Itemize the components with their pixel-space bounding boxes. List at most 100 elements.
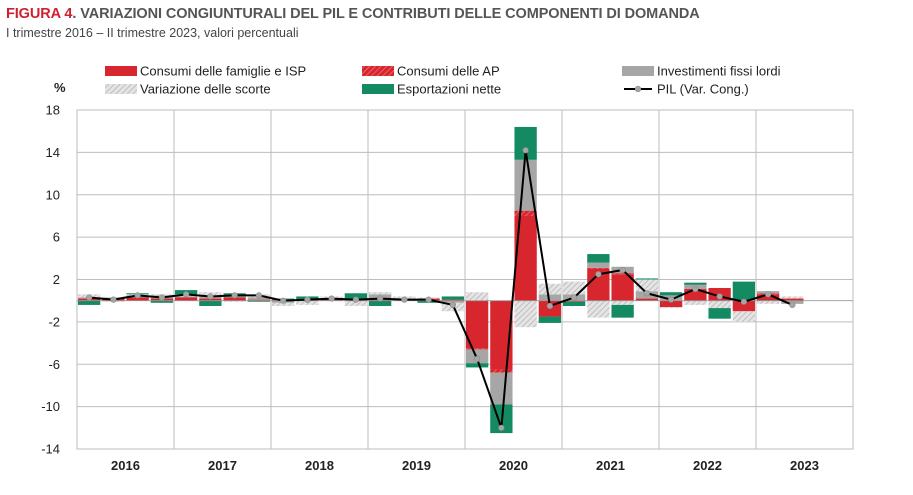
pil-point [716,293,723,300]
pil-point [765,291,772,298]
bar-consumi_famiglie [781,298,804,301]
pil-point [571,294,578,301]
pil-point [304,296,311,303]
bar-consumi_ap [490,369,513,373]
legend-label: PIL (Var. Cong.) [657,82,749,97]
bar-esportazioni [659,292,683,296]
pil-point [789,301,796,309]
bar-consumi_famiglie [247,299,271,301]
bar-esportazioni [562,301,586,306]
bar-scorte [587,300,610,318]
bar-esportazioni [587,254,610,263]
pil-point [158,294,165,301]
axes: 18 14 10 6 2 -2 -6 -10 -14% 2016 2017 2018 2019 2020 2… [41,80,819,473]
legend-label: Consumi delle AP [397,64,500,79]
bar-scorte [732,311,756,322]
bar-esportazioni [514,126,537,160]
chart-title: FIGURA 4. VARIAZIONI CONGIUNTURALI DEL P… [6,6,700,22]
bar-esportazioni [732,281,756,301]
bar-scorte [514,300,537,328]
legend-swatch-investimenti [622,66,654,76]
bar-consumi_famiglie [514,215,537,301]
bar-consumi_famiglie [490,300,513,370]
legend-label: Investimenti fissi lordi [657,64,781,79]
pil-point [86,294,93,301]
pil-point [231,292,238,299]
bar-consumi_famiglie [562,300,586,302]
bar-consumi_famiglie [174,297,198,301]
legend-swatch-scorte [105,84,137,94]
pil-point [183,291,190,298]
pil-point [643,290,650,297]
bar-consumi_famiglie [659,300,683,308]
bar-scorte [659,307,683,309]
pil-point [401,296,408,303]
bar-esportazioni [538,316,562,323]
y-tick-label: 10 [46,187,60,202]
pil-point [546,302,553,310]
pil-point [668,296,675,303]
bar-esportazioni [441,296,465,300]
bar-scorte [368,292,392,295]
legend-label: Variazione delle scorte [140,82,271,97]
bar-scorte [223,300,246,302]
bar-esportazioni [684,282,707,285]
title-text: . VARIAZIONI CONGIUNTURALI DEL PIL E CON… [72,6,700,22]
bar-esportazioni [708,308,731,319]
y-tick-label: 18 [46,103,60,118]
x-year-label: 2022 [693,458,722,473]
bar-consumi_famiglie [756,294,780,301]
bar-esportazioni [368,300,392,306]
pil-point [449,301,456,309]
pil-point [134,292,141,299]
y-tick-label: 14 [46,145,60,160]
bar-scorte [344,300,368,306]
x-year-label: 2019 [402,458,431,473]
bar-investimenti [441,300,465,303]
chart-subtitle: I trimestre 2016 – II trimestre 2023, va… [6,26,299,40]
y-tick-label: -6 [48,357,60,372]
bar-esportazioni [465,363,489,368]
legend-swatch-consumi_ap [362,66,394,76]
bar-scorte [756,300,780,304]
y-tick-label: 2 [53,272,60,287]
x-year-label: 2018 [305,458,334,473]
legend-swatch-consumi_famiglie [105,66,137,76]
bar-scorte [781,296,804,299]
x-year-label: 2016 [111,458,140,473]
x-year-label: 2021 [596,458,625,473]
y-tick-label: -10 [41,399,60,414]
x-year-label: 2020 [499,458,528,473]
x-year-label: 2023 [790,458,819,473]
bar-esportazioni [77,300,101,305]
legend-marker-pil [634,85,642,93]
pil-point [692,285,699,293]
x-year-label: 2017 [208,458,237,473]
bar-investimenti [247,297,271,300]
pil-point [328,295,335,302]
pil-point [110,296,117,303]
bar-consumi_famiglie [126,297,149,301]
bar-consumi_famiglie [199,298,222,301]
bar-consumi_famiglie [223,297,246,301]
bar-scorte [271,302,295,306]
bar-esportazioni [247,300,271,302]
legend-label: Esportazioni nette [397,82,501,97]
bar-scorte [635,279,659,292]
bar-scorte [538,283,562,295]
bar-consumi_ap [587,267,610,269]
pil-line-series [86,147,796,431]
bar-scorte [562,281,586,295]
bar-esportazioni [199,300,222,306]
grid [76,109,854,450]
pil-point [522,147,529,154]
pil-point [207,293,214,300]
bar-scorte [611,300,634,305]
bar-investimenti [587,262,610,268]
legend-label: Consumi delle famiglie e ISP [140,64,306,79]
bar-scorte [684,300,707,305]
bar-consumi_ap [465,348,489,350]
pil-point [740,298,747,305]
bar-consumi_ap [611,273,634,275]
